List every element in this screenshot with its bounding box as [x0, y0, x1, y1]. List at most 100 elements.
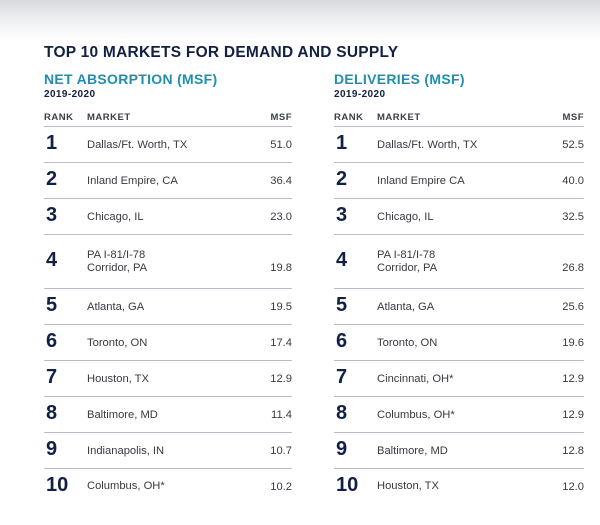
msf-value: 40.0	[562, 175, 584, 187]
rank-number: 9	[336, 438, 348, 460]
table-row: 3 Chicago, IL 23.0	[44, 198, 292, 235]
deliveries-section: DELIVERIES (MSF) 2019-2020 RANK MARKET M…	[334, 71, 584, 496]
msf-value: 12.9	[562, 409, 584, 421]
msf-value: 19.6	[562, 337, 584, 349]
market-name: Atlanta, GA	[87, 301, 144, 314]
table-row: 6 Toronto, ON 17.4	[44, 324, 292, 361]
msf-value: 32.5	[562, 211, 584, 223]
rank-number: 6	[336, 330, 348, 352]
rank-number: 3	[46, 204, 58, 226]
table-row: 1 Dallas/Ft. Worth, TX 51.0	[44, 126, 292, 163]
msf-value: 10.7	[270, 445, 292, 457]
table-row: 7 Houston, TX 12.9	[44, 360, 292, 397]
msf-value: 12.0	[562, 481, 584, 493]
table-row: 8 Columbus, OH* 12.9	[334, 396, 584, 433]
deliveries-period: 2019-2020	[334, 89, 386, 100]
rank-number: 2	[46, 168, 58, 190]
rank-number: 7	[336, 366, 348, 388]
msf-value: 26.8	[562, 262, 584, 274]
market-name: Indianapolis, IN	[87, 445, 164, 458]
rank-number: 4	[46, 249, 58, 271]
market-name: Baltimore, MD	[377, 445, 448, 458]
msf-value: 19.8	[270, 262, 292, 274]
net-absorption-period: 2019-2020	[44, 89, 96, 100]
market-name-line: PA I-81/I-78	[87, 249, 146, 261]
market-name: PA I-81/I-78 Corridor, PA	[377, 249, 437, 275]
msf-value: 36.4	[270, 175, 292, 187]
msf-value: 12.9	[562, 373, 584, 385]
rank-number: 5	[336, 294, 348, 316]
market-name-line: Inland Empire, CA	[87, 175, 178, 187]
market-name-line: PA I-81/I-78	[377, 249, 436, 261]
market-name-line: Houston, TX	[87, 373, 149, 385]
market-name-line: Columbus, OH*	[377, 409, 455, 421]
rank-number: 3	[336, 204, 348, 226]
market-name-line: Toronto, ON	[87, 337, 148, 349]
market-name-line: Atlanta, GA	[377, 301, 435, 313]
rank-number: 10	[336, 474, 359, 496]
market-name-line: Toronto, ON	[377, 337, 438, 349]
market-name: Chicago, IL	[87, 211, 144, 224]
net-absorption-title: NET ABSORPTION (MSF)	[44, 71, 218, 87]
market-name: Inland Empire, CA	[87, 175, 178, 188]
table-header: RANK MARKET MSF	[334, 112, 584, 132]
market-name: Columbus, OH*	[377, 409, 455, 422]
table-row: 5 Atlanta, GA 25.6	[334, 288, 584, 325]
market-name: Atlanta, GA	[377, 301, 434, 314]
header-background-fade	[0, 0, 600, 40]
market-column-header: MARKET	[87, 112, 131, 123]
msf-value: 52.5	[562, 139, 584, 151]
table-header: RANK MARKET MSF	[44, 112, 292, 132]
market-name: PA I-81/I-78 Corridor, PA	[87, 249, 147, 275]
rank-number: 1	[336, 132, 348, 154]
market-name-line: Columbus, OH*	[87, 480, 165, 492]
rank-number: 6	[46, 330, 58, 352]
market-name-line: Inland Empire CA	[377, 175, 465, 187]
market-name: Toronto, ON	[377, 337, 437, 350]
table-row: 7 Cincinnati, OH* 12.9	[334, 360, 584, 397]
market-name: Houston, TX	[87, 373, 149, 386]
market-name-line: Atlanta, GA	[87, 301, 145, 313]
msf-value: 19.5	[270, 301, 292, 313]
table-row: 8 Baltimore, MD 11.4	[44, 396, 292, 433]
market-name-line: Corridor, PA	[87, 262, 148, 274]
market-name-line: Chicago, IL	[377, 211, 434, 223]
rank-number: 4	[336, 249, 348, 271]
rank-number: 5	[46, 294, 58, 316]
rank-number: 8	[46, 402, 58, 424]
page-title: TOP 10 MARKETS FOR DEMAND AND SUPPLY	[44, 44, 399, 61]
table-row: 4 PA I-81/I-78 Corridor, PA 19.8	[44, 234, 292, 289]
market-name-line: Baltimore, MD	[87, 409, 158, 421]
rank-number: 8	[336, 402, 348, 424]
market-name-line: Chicago, IL	[87, 211, 144, 223]
market-name-line: Baltimore, MD	[377, 445, 448, 457]
table-row: 3 Chicago, IL 32.5	[334, 198, 584, 235]
deliveries-title: DELIVERIES (MSF)	[334, 71, 465, 87]
table-row: 6 Toronto, ON 19.6	[334, 324, 584, 361]
market-name: Houston, TX	[377, 480, 439, 493]
market-name: Cincinnati, OH*	[377, 373, 453, 386]
table-row: 9 Baltimore, MD 12.8	[334, 432, 584, 469]
market-name: Columbus, OH*	[87, 480, 165, 493]
table-row: 4 PA I-81/I-78 Corridor, PA 26.8	[334, 234, 584, 289]
rank-column-header: RANK	[44, 112, 74, 123]
table-row: 2 Inland Empire CA 40.0	[334, 162, 584, 199]
market-name: Dallas/Ft. Worth, TX	[377, 139, 477, 152]
msf-column-header: MSF	[562, 112, 584, 123]
rank-number: 2	[336, 168, 348, 190]
table-row: 9 Indianapolis, IN 10.7	[44, 432, 292, 469]
market-name-line: Cincinnati, OH*	[377, 373, 454, 385]
msf-value: 10.2	[270, 481, 292, 493]
market-name-line: Houston, TX	[377, 480, 439, 492]
market-name-line: Dallas/Ft. Worth, TX	[87, 139, 188, 151]
rank-number: 9	[46, 438, 58, 460]
msf-value: 51.0	[270, 139, 292, 151]
rank-number: 7	[46, 366, 58, 388]
msf-value: 11.4	[271, 409, 292, 421]
rank-number: 10	[46, 474, 69, 496]
msf-column-header: MSF	[270, 112, 292, 123]
table-row: 10 Houston, TX 12.0	[334, 468, 584, 504]
table-row: 5 Atlanta, GA 19.5	[44, 288, 292, 325]
market-name: Dallas/Ft. Worth, TX	[87, 139, 187, 152]
net-absorption-section: NET ABSORPTION (MSF) 2019-2020 RANK MARK…	[44, 71, 292, 496]
